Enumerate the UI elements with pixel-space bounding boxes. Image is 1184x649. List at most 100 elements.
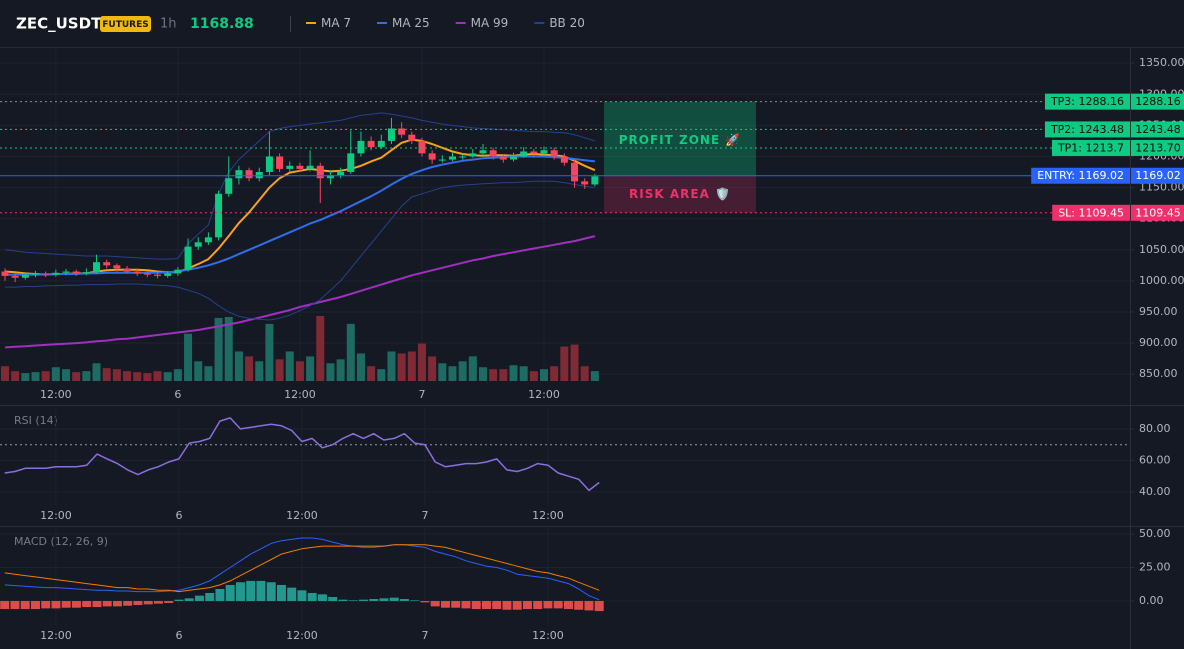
legend-label: MA 99 (471, 16, 509, 30)
histogram-bar (543, 601, 553, 609)
x-tick-label: 6 (174, 388, 181, 401)
volume-bar (397, 353, 406, 381)
volume-bar (448, 366, 457, 381)
candle-body (357, 140, 365, 154)
volume-bar (590, 371, 599, 381)
histogram-bar (194, 595, 204, 602)
x-tick-label: 12:00 (284, 388, 316, 401)
histogram-bar (563, 601, 573, 610)
candle-body (82, 272, 90, 274)
line (4, 417, 600, 492)
candle-body (225, 178, 233, 194)
histogram-bar (112, 601, 122, 607)
level-value-bg (1131, 204, 1184, 221)
histogram-bar (358, 599, 368, 602)
volume-bar (1, 366, 9, 381)
volume-bar (478, 367, 487, 381)
y-tick-label: 60.00 (1139, 453, 1171, 466)
candle-body (571, 162, 579, 182)
x-tick-label: 12:00 (286, 509, 318, 522)
histogram-bar (92, 601, 102, 608)
volume-bar (326, 363, 335, 381)
candle-body (52, 272, 60, 275)
candle-body (377, 140, 385, 148)
candle-body (316, 165, 324, 179)
candle-body (204, 237, 212, 243)
histogram-bar (164, 601, 174, 604)
histogram-bar (10, 601, 20, 610)
zone (604, 101, 756, 176)
volume-bar (163, 372, 172, 381)
candle-body (337, 172, 345, 176)
volume-bar (499, 369, 508, 381)
histogram-bar (594, 601, 604, 612)
level-value: 1213.70 (1135, 141, 1181, 154)
y-tick-label: 80.00 (1139, 422, 1171, 435)
volume-bar (428, 356, 437, 381)
candle-body (591, 176, 599, 185)
histogram-bar (256, 580, 266, 602)
panel-title: RSI (14) (14, 414, 58, 427)
x-tick-label: 12:00 (532, 509, 564, 522)
histogram-bar (574, 601, 584, 610)
volume-bar (21, 373, 30, 381)
candle-body (143, 273, 151, 275)
y-tick-label: 25.00 (1139, 561, 1171, 574)
candle-body (215, 193, 223, 238)
level-value: 1288.16 (1135, 95, 1181, 108)
volume-bar (285, 351, 294, 381)
histogram-bar (143, 601, 153, 605)
volume-bar (41, 371, 50, 381)
level-label-bg (1044, 93, 1130, 110)
histogram-bar (502, 601, 512, 610)
candle-body (286, 165, 294, 169)
volume-bar (153, 371, 162, 381)
candle-body (347, 153, 355, 173)
symbol: ZEC_USDT (16, 15, 102, 33)
y-tick-label: 900.00 (1139, 336, 1178, 349)
level-value-bg (1131, 121, 1184, 138)
histogram-bar (481, 601, 491, 610)
candle-body (438, 159, 446, 161)
candle-body (489, 150, 497, 157)
histogram-bar (399, 599, 409, 602)
candle-body (72, 271, 80, 274)
zone-label: RISK AREA 🛡️ (629, 187, 731, 201)
y-tick-label: 50.00 (1139, 527, 1171, 540)
volume-bar (194, 361, 203, 381)
candle-body (174, 269, 182, 274)
y-tick-label: 40.00 (1139, 485, 1171, 498)
histogram-bar (348, 600, 358, 602)
histogram-bar (51, 601, 61, 609)
volume-bar (336, 359, 345, 381)
candle-body (448, 156, 456, 160)
level-value: 1109.45 (1135, 206, 1181, 219)
level-label: TP3: 1288.16 (1050, 95, 1124, 108)
line (5, 180, 595, 321)
level-label-bg (1051, 139, 1130, 156)
level-value-bg (1131, 93, 1184, 110)
histogram-bar (205, 592, 215, 602)
last-price: 1168.88 (190, 16, 254, 32)
volume-bar (214, 317, 223, 381)
candle-body (235, 170, 243, 179)
x-tick-label: 6 (175, 629, 182, 642)
candle-body (93, 262, 101, 273)
level-value: 1169.02 (1135, 169, 1181, 182)
volume-bar (377, 369, 386, 381)
badge: FUTURES (102, 20, 148, 30)
x-tick-label: 12:00 (40, 509, 72, 522)
level-label-bg (1031, 167, 1130, 184)
zone (604, 175, 756, 213)
legend-label: MA 7 (321, 16, 351, 30)
candle-body (459, 156, 467, 158)
histogram-bar (584, 601, 594, 611)
line (4, 235, 596, 349)
candle-body (520, 151, 528, 157)
histogram-bar (82, 601, 92, 608)
histogram-bar (492, 601, 502, 610)
volume-bar (143, 373, 152, 381)
histogram-bar (184, 598, 194, 602)
volume-bar (560, 346, 569, 381)
